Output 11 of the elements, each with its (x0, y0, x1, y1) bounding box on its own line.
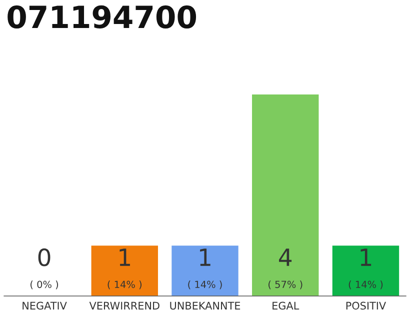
chart-title: 071194700 (8, 5, 196, 28)
data-label: 1 ( 14% ) (348, 248, 383, 290)
x-tick-label: EGAL (272, 302, 300, 310)
x-tick-label: POSITIV (346, 302, 386, 310)
x-tick-label: NEGATIV (22, 302, 67, 310)
data-label: 1 ( 14% ) (188, 248, 222, 290)
data-label: 4 ( 57% ) (268, 248, 302, 290)
data-label: 1 ( 14% ) (108, 248, 142, 290)
data-label: 0 ( 0% ) (30, 248, 58, 290)
x-tick-label: VERWIRREND (89, 302, 160, 310)
x-tick-label: UNBEKANNTE (170, 302, 240, 310)
